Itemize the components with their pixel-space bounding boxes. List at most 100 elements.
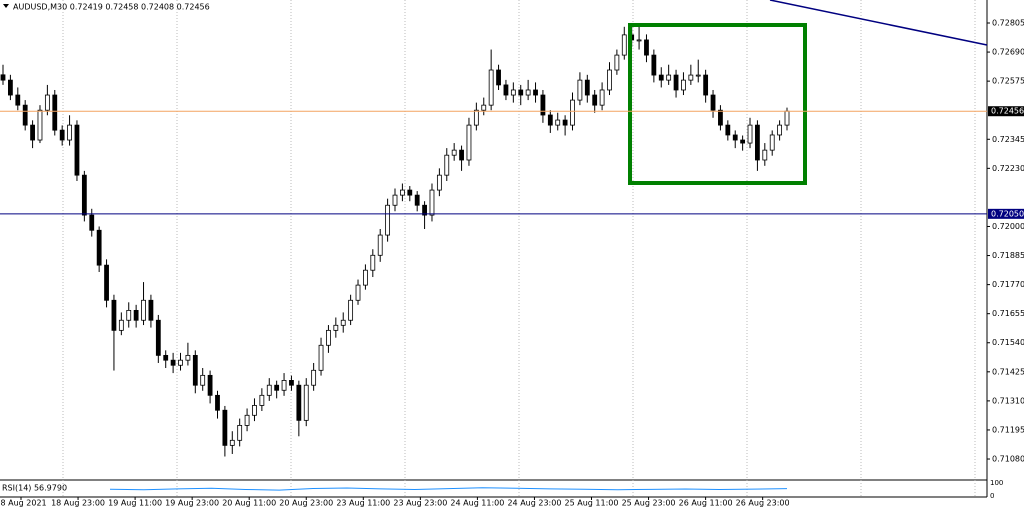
x-tick-label: 19 Aug 11:00 <box>108 499 162 508</box>
candle-body <box>444 154 450 176</box>
candle-body <box>348 299 354 321</box>
price-tag <box>988 208 1024 219</box>
candle-body <box>703 74 709 96</box>
candle-body <box>340 319 346 326</box>
candle-body <box>96 229 102 266</box>
x-tick-label: 20 Aug 11:00 <box>222 499 276 508</box>
candle-body <box>237 425 243 441</box>
price-tag-label: 0.72050 <box>991 209 1024 218</box>
rsi-label: RSI(14) 56.9790 <box>2 484 67 493</box>
candle-body <box>170 359 176 366</box>
highlight-box <box>628 23 807 185</box>
y-tick-label: 0.72575 <box>992 77 1024 86</box>
y-tick-label: 0.72805 <box>992 19 1024 28</box>
candle-body <box>436 174 442 191</box>
candle-body <box>377 234 383 256</box>
candle-body <box>52 94 58 131</box>
candle-body <box>673 74 679 91</box>
rsi-tick-label: 100 <box>990 479 1003 487</box>
candle-body <box>621 34 627 56</box>
y-tick-label: 0.71770 <box>992 280 1024 289</box>
header: AUDUSD,M30 0.72419 0.72458 0.72408 0.724… <box>13 3 210 12</box>
y-tick-label: 0.71310 <box>992 396 1024 405</box>
trend-line <box>769 0 988 46</box>
y-tick-label: 0.71080 <box>992 455 1024 464</box>
candle-body <box>392 194 398 206</box>
candle-body <box>22 104 28 126</box>
candle-body <box>303 384 309 421</box>
candle-body <box>399 189 405 196</box>
candle-body <box>30 124 35 141</box>
candle-body <box>503 84 509 96</box>
x-tick-label: 25 Aug 23:00 <box>622 499 676 508</box>
candle-body <box>762 149 768 161</box>
candle-body <box>296 384 302 421</box>
candle-body <box>133 309 139 321</box>
candle-body <box>274 384 280 391</box>
x-tick-label: 18 Aug 23:00 <box>51 499 105 508</box>
candle-body <box>185 354 191 361</box>
x-tick-label: 25 Aug 11:00 <box>565 499 619 508</box>
candle-body <box>747 124 753 144</box>
candle-body <box>570 99 575 126</box>
candle-body <box>111 299 117 331</box>
candle-body <box>644 39 649 56</box>
candle-body <box>326 329 331 346</box>
candle-body <box>126 309 132 321</box>
candle-body <box>311 369 317 386</box>
candle-body <box>407 189 413 196</box>
x-tick-label: 26 Aug 11:00 <box>679 499 733 508</box>
candle-body <box>207 374 213 396</box>
x-tick-label: 26 Aug 23:00 <box>736 499 790 508</box>
candle-body <box>244 414 250 426</box>
candle-body <box>688 74 694 81</box>
candle-body <box>481 104 487 111</box>
y-tick-label: 0.71540 <box>992 338 1024 347</box>
candle-body <box>710 94 716 111</box>
candle-body <box>15 94 21 106</box>
y-tick-label: 0.71655 <box>992 309 1024 318</box>
x-tick-label: 18 Aug 2021 <box>0 499 47 508</box>
x-tick-label: 23 Aug 23:00 <box>393 499 447 508</box>
candle-body <box>200 374 206 386</box>
candle-body <box>755 124 760 161</box>
candle-body <box>229 439 235 446</box>
candle-body <box>7 79 13 96</box>
y-tick-label: 0.71425 <box>992 367 1024 376</box>
candle-body <box>163 354 169 361</box>
candle-body <box>577 79 583 101</box>
candle-body <box>496 69 501 86</box>
candle-body <box>681 79 686 91</box>
price-tag-label: 0.72456 <box>991 107 1024 116</box>
candle-body <box>192 354 198 386</box>
candle-body <box>37 109 43 141</box>
candle-body <box>429 189 435 216</box>
candle-body <box>215 394 220 411</box>
x-tick-label: 24 Aug 11:00 <box>450 499 504 508</box>
candle-body <box>718 109 723 126</box>
candle-body <box>777 124 783 136</box>
candle-body <box>289 380 294 386</box>
candle-body <box>89 214 95 231</box>
candle-body <box>518 89 524 96</box>
candle-body <box>466 124 472 161</box>
candle-body <box>599 89 605 106</box>
candle-body <box>0 74 6 81</box>
candle-body <box>370 254 376 271</box>
candle-body <box>59 129 65 141</box>
price-tag <box>988 106 1024 117</box>
candle-body <box>592 94 598 106</box>
candle-body <box>74 124 80 176</box>
candle-body <box>385 204 391 236</box>
x-tick-label: 23 Aug 11:00 <box>336 499 390 508</box>
candle-body <box>81 174 87 216</box>
candle-body <box>281 380 287 391</box>
candle-body <box>636 39 642 42</box>
candle-body <box>252 405 257 416</box>
candle-body <box>118 319 124 331</box>
candle-body <box>459 149 464 161</box>
rsi-line <box>109 487 788 491</box>
candle-body <box>651 54 657 76</box>
